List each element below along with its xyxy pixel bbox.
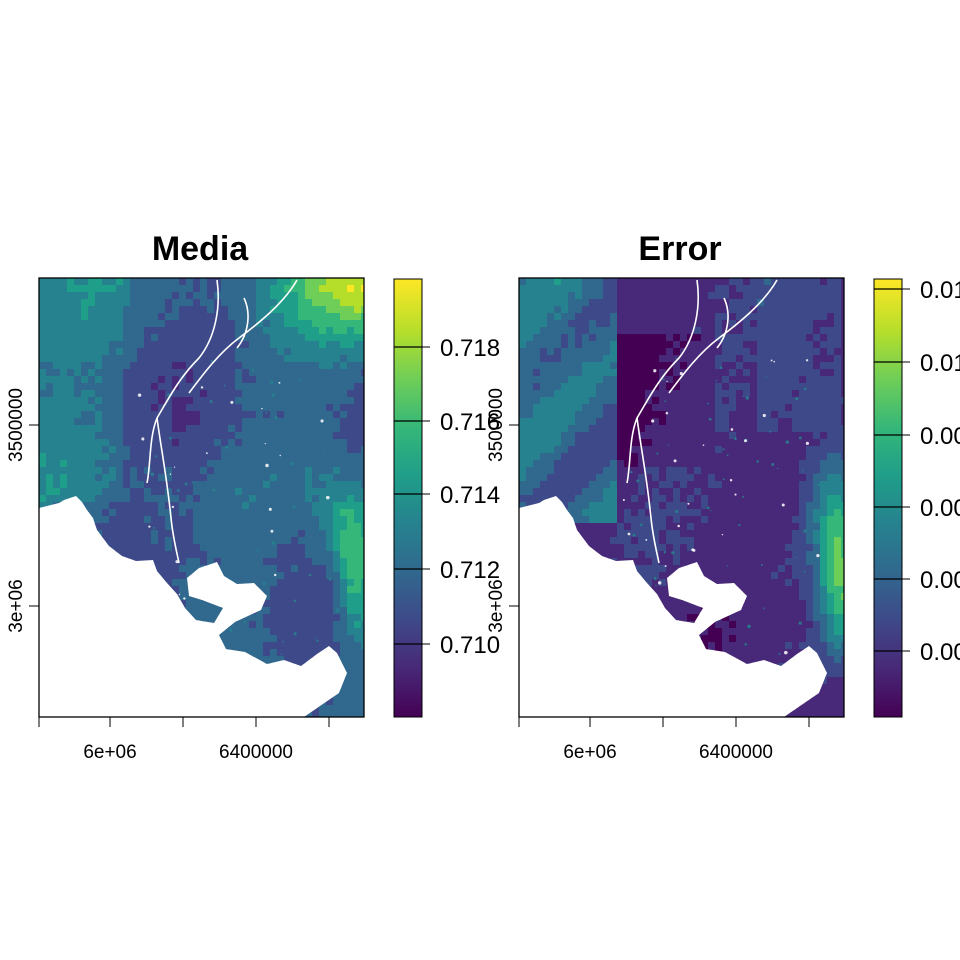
- colorbar-tick-label: 0.710: [440, 632, 500, 659]
- y-tick-label: 3e+06: [486, 579, 507, 632]
- colorbar-tick-label: 0.00: [920, 495, 960, 522]
- y-tick-label: 3500000: [6, 388, 27, 462]
- rivers-error: [626, 279, 778, 564]
- colorbar-tick-label: 0.00: [920, 423, 960, 450]
- colorbar-tick-label: 0.718: [440, 335, 500, 362]
- colorbar-ramp: [873, 278, 903, 718]
- x-tick-label: 6e+06: [83, 742, 136, 763]
- x-tick-label: 6e+06: [563, 742, 616, 763]
- y-tick-label: 3500000: [486, 388, 507, 462]
- panel-title: Error: [638, 230, 721, 268]
- colorbar-ramp: [393, 278, 423, 718]
- panel-media: Media 6e+06 6400000 3500000 3e+06 0.7180…: [6, 230, 500, 763]
- colorbar-tick-label: 0.712: [440, 557, 500, 584]
- x-axis: 6e+06 6400000: [518, 716, 844, 763]
- colorbar-tick-label: 0.716: [440, 409, 500, 436]
- colorbar-tick-label: 0.01: [920, 350, 960, 377]
- y-axis: 3500000 3e+06: [486, 278, 520, 717]
- colorbar-tick-label: 0.00: [920, 567, 960, 594]
- colorbar-error: 0.01 0.01 0.00 0.00 0.00 0.00: [873, 277, 960, 718]
- colorbar-media: 0.718 0.716 0.714 0.712 0.710: [393, 278, 500, 718]
- raster-error: [519, 278, 844, 717]
- x-axis: 6e+06 6400000: [38, 716, 364, 763]
- panel-title: Media: [152, 230, 249, 268]
- panel-error: Error 6e+06 6400000 3500000 3e+06 0.010.…: [486, 230, 960, 763]
- y-axis: 3500000 3e+06: [6, 278, 40, 717]
- colorbar-tick-label: 0.714: [440, 482, 500, 509]
- colorbar-tick-label: 0.00: [920, 639, 960, 666]
- colorbar-tick-label: 0.01: [920, 277, 960, 304]
- x-tick-label: 6400000: [699, 742, 773, 763]
- y-tick-label: 3e+06: [6, 579, 27, 632]
- x-tick-label: 6400000: [219, 742, 293, 763]
- rivers-media: [146, 279, 298, 564]
- raster-media: [39, 278, 364, 717]
